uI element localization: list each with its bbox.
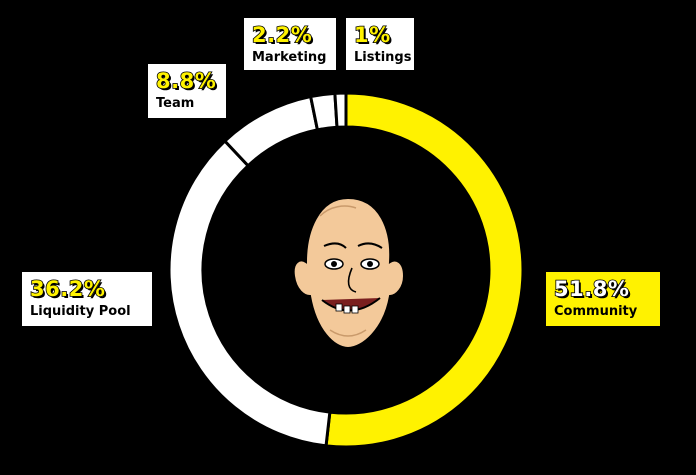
callout-listings: 1% Listings — [344, 16, 416, 72]
callout-community: 51.8% Community — [544, 270, 662, 328]
slice-value-liquidity-pool: 36.2% — [29, 277, 106, 301]
slice-label-team: Team — [156, 96, 195, 111]
slice-label-liquidity-pool: Liquidity Pool — [30, 304, 131, 319]
callout-team: 8.8% Team — [146, 62, 228, 120]
slice-value-team: 8.8% — [155, 69, 217, 93]
slice-community — [324, 91, 525, 449]
slice-value-listings: 1% — [353, 23, 391, 47]
slice-team — [222, 94, 320, 168]
slice-value-community: 51.8% — [553, 277, 630, 301]
slice-label-listings: Listings — [354, 50, 412, 65]
callout-marketing: 2.2% Marketing — [242, 16, 338, 72]
slice-listings — [333, 91, 348, 129]
mascot-face-image — [292, 196, 406, 350]
callout-liquidity-pool: 36.2% Liquidity Pool — [20, 270, 154, 328]
slice-value-marketing: 2.2% — [251, 23, 313, 47]
slice-label-marketing: Marketing — [252, 50, 327, 65]
slice-label-community: Community — [554, 304, 638, 319]
